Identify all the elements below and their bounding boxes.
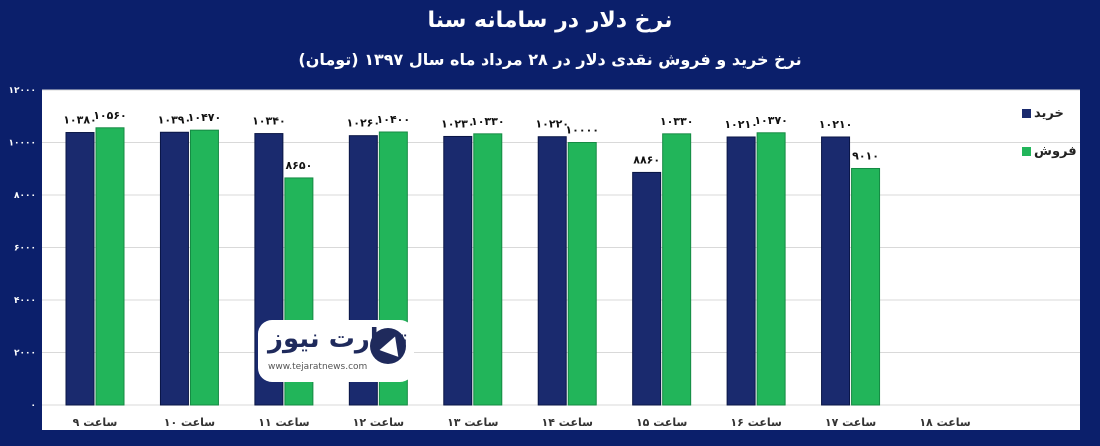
bar-sell bbox=[473, 133, 503, 406]
data-label-sell: ۱۰۳۳۰ bbox=[471, 115, 505, 128]
x-category-label: ساعت ۱۵ bbox=[636, 416, 687, 429]
x-category-label: ساعت ۱۲ bbox=[353, 416, 404, 429]
data-label-sell: ۱۰۳۷۰ bbox=[754, 114, 788, 127]
data-label-buy: ۱۰۲۶۰ bbox=[347, 117, 381, 130]
x-category-label: ساعت ۱۸ bbox=[919, 416, 970, 429]
bar-buy bbox=[537, 136, 567, 406]
x-category-label: ساعت ۱۰ bbox=[164, 416, 215, 429]
data-label-buy: ۱۰۲۲۰ bbox=[535, 118, 569, 131]
data-label-buy: ۱۰۲۱۰ bbox=[819, 118, 853, 131]
x-category-label: ساعت ۱۷ bbox=[825, 416, 876, 429]
x-category-label: ساعت ۱۱ bbox=[258, 416, 309, 429]
bar-buy bbox=[726, 136, 756, 406]
bar-sell bbox=[95, 127, 125, 406]
legend-label-sell: فروش bbox=[1034, 144, 1077, 159]
bar-buy bbox=[159, 131, 189, 406]
y-tick-label: ۱۲۰۰۰ bbox=[9, 86, 36, 96]
legend-label-buy: خرید bbox=[1034, 106, 1064, 121]
bar-sell bbox=[851, 167, 881, 406]
data-label-sell: ۸۶۵۰ bbox=[285, 159, 312, 172]
y-tick-label: ۱۰۰۰۰ bbox=[9, 139, 36, 149]
data-label-sell: ۱۰۴۷۰ bbox=[188, 111, 222, 124]
x-category-label: ساعت ۹ bbox=[73, 416, 118, 429]
data-label-sell: ۱۰۵۶۰ bbox=[93, 109, 127, 122]
data-label-buy: ۸۸۶۰ bbox=[633, 153, 660, 166]
y-tick-label: ۰ bbox=[31, 401, 37, 411]
bar-sell bbox=[756, 132, 786, 406]
data-label-buy: ۱۰۳۴۰ bbox=[252, 115, 286, 128]
bar-sell bbox=[662, 133, 692, 406]
data-label-buy: ۱۰۲۳۰ bbox=[441, 117, 475, 130]
data-label-sell: ۱۰۳۳۰ bbox=[660, 115, 694, 128]
y-tick-label: ۴۰۰۰ bbox=[14, 296, 36, 306]
bar-buy bbox=[443, 135, 473, 406]
x-category-label: ساعت ۱۶ bbox=[730, 416, 781, 429]
bar-sell bbox=[189, 129, 219, 406]
data-label-sell: ۱۰۴۰۰ bbox=[377, 113, 411, 126]
x-category-label: ساعت ۱۴ bbox=[542, 416, 593, 429]
chart-title: نرخ دلار در سامانه سنا bbox=[427, 8, 673, 33]
logo-url: www.tejaratnews.com bbox=[268, 362, 368, 372]
data-label-sell: ۱۰۰۰۰ bbox=[565, 124, 599, 137]
bar-buy bbox=[65, 132, 95, 406]
bar-buy bbox=[821, 136, 851, 406]
data-label-buy: ۱۰۳۹۰ bbox=[158, 113, 192, 126]
tejaratnews-logo: تجارت نیوز www.tejaratnews.com bbox=[258, 320, 414, 382]
y-tick-label: ۸۰۰۰ bbox=[14, 191, 36, 201]
bar-buy bbox=[632, 171, 662, 406]
chart-subtitle: نرخ خرید و فروش نقدی دلار در ۲۸ مرداد ما… bbox=[298, 50, 802, 69]
bar-sell bbox=[567, 142, 597, 406]
logo-arrow-icon bbox=[370, 328, 406, 364]
legend-swatch-sell bbox=[1022, 147, 1031, 156]
x-category-label: ساعت ۱۳ bbox=[447, 416, 498, 429]
data-label-sell: ۹۰۱۰ bbox=[852, 149, 879, 162]
y-tick-label: ۶۰۰۰ bbox=[14, 244, 36, 254]
y-tick-label: ۲۰۰۰ bbox=[14, 349, 36, 359]
data-label-buy: ۱۰۳۸۰ bbox=[63, 114, 97, 127]
legend-swatch-buy bbox=[1022, 109, 1031, 118]
data-label-buy: ۱۰۲۱۰ bbox=[724, 118, 758, 131]
